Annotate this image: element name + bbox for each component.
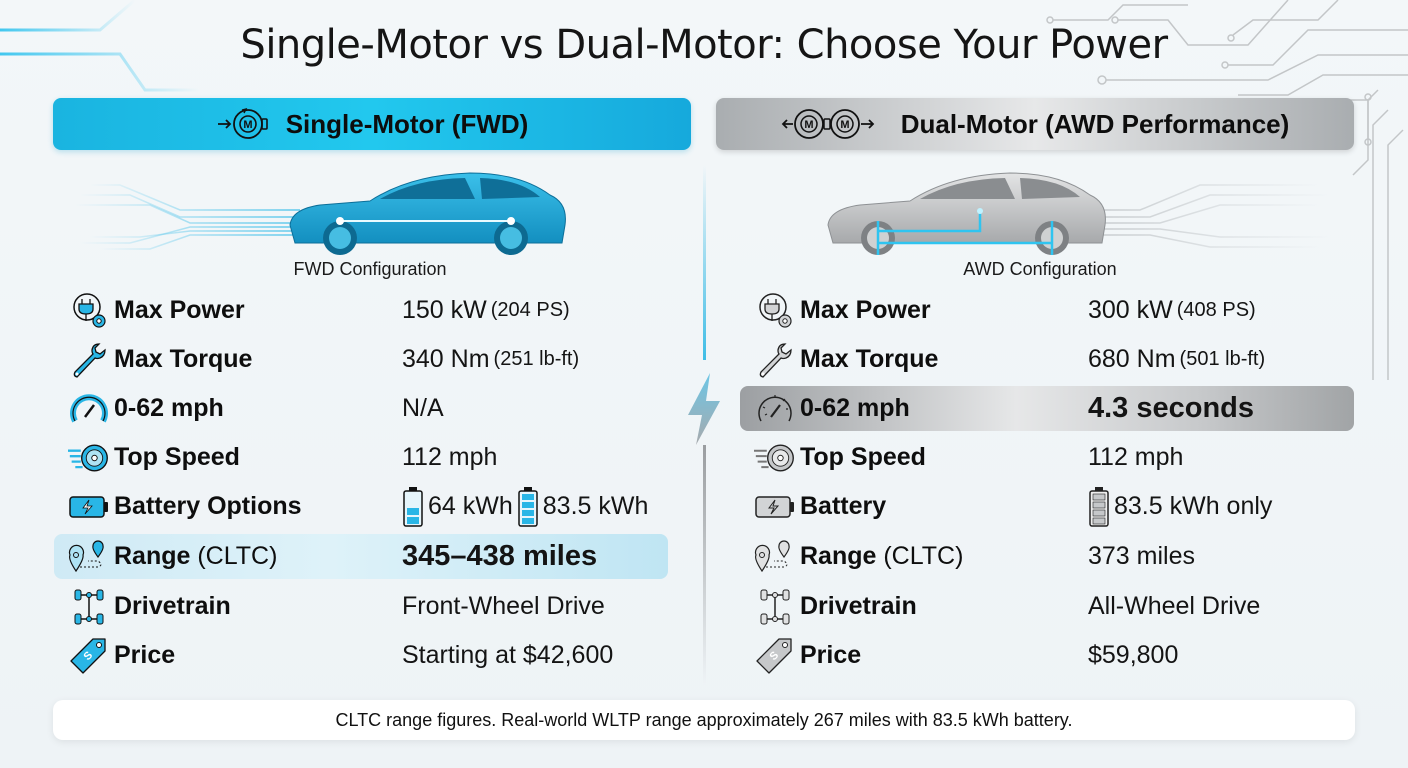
spec-value: 340 Nm (251 lb-ft) (402, 345, 580, 373)
spec-label: Drivetrain (114, 592, 231, 620)
spec-label: Max Torque (114, 345, 253, 373)
dual-motor-icon: M M (781, 104, 891, 144)
awd-car-illustration: AWD Configuration (720, 165, 1360, 285)
spec-row-range: Range (CLTC) 373 miles (740, 531, 1360, 582)
spec-value: 680 Nm (501 lb-ft) (1088, 345, 1266, 373)
single-motor-icon: M (216, 104, 276, 144)
battery-full-icon (1089, 486, 1109, 527)
spec-label: Range (CLTC) (114, 542, 278, 570)
svg-text:M: M (804, 119, 813, 131)
spec-value: $59,800 (1088, 641, 1179, 669)
divider-top (703, 165, 706, 360)
spec-row-price: S Price Starting at $42,600 (54, 631, 674, 680)
spec-value: 83.5 kWh only (1088, 486, 1272, 528)
spec-row-range: Range (CLTC) 345–438 miles (54, 531, 674, 582)
single-motor-header-label: Single-Motor (FWD) (285, 108, 529, 139)
spec-row-max-power: Max Power 150 kW (204 PS) (54, 286, 674, 335)
battery-bolt-icon (740, 487, 796, 527)
spec-value: Front-Wheel Drive (402, 592, 605, 620)
price-tag-icon: S (740, 636, 796, 676)
spec-value: 300 kW (408 PS) (1088, 296, 1256, 324)
wrench-icon (54, 340, 110, 380)
spec-row-acceleration: 0-62 mph 4.3 seconds (740, 384, 1360, 433)
battery-half-icon (403, 486, 423, 527)
spec-label: Drivetrain (800, 592, 917, 620)
divider-bottom (703, 445, 706, 685)
wheel-speed-icon (54, 438, 110, 478)
spec-row-max-torque: Max Torque 680 Nm (501 lb-ft) (740, 335, 1360, 384)
spec-row-max-torque: Max Torque 340 Nm (251 lb-ft) (54, 335, 674, 384)
footnote: CLTC range figures. Real-world WLTP rang… (53, 700, 1355, 740)
blue-car-icon (75, 172, 670, 255)
lightning-bolt-icon (688, 373, 720, 445)
spec-label: 0-62 mph (114, 394, 224, 422)
drivetrain-icon (740, 587, 796, 627)
spec-value: 345–438 miles (402, 540, 598, 572)
spec-label: 0-62 mph (800, 394, 910, 422)
spec-label: Max Power (114, 296, 245, 324)
spec-value: 112 mph (402, 443, 498, 471)
spec-value: N/A (402, 394, 444, 422)
wheel-speed-icon (740, 438, 796, 478)
spec-row-battery-options: Battery Options 64 kWh 83.5 kWh (54, 482, 674, 531)
speedometer-icon (740, 389, 796, 429)
page-title: Single-Motor vs Dual-Motor: Choose Your … (240, 22, 1168, 68)
spec-row-drivetrain: Drivetrain All-Wheel Drive (740, 582, 1360, 631)
dual-motor-header: M M Dual-Motor (AWD Performance) (716, 98, 1354, 150)
spec-row-price: S Price $59,800 (740, 631, 1360, 680)
spec-label: Battery (800, 492, 887, 520)
spec-row-battery: Battery 83.5 kWh only (740, 482, 1360, 531)
svg-text:M: M (840, 119, 849, 131)
speedometer-icon (54, 389, 110, 429)
spec-value: 4.3 seconds (1088, 392, 1255, 424)
spec-label: Price (800, 641, 862, 669)
wrench-icon (740, 340, 796, 380)
spec-value: 112 mph (1088, 443, 1184, 471)
acceleration-highlight (740, 386, 1354, 431)
svg-text:M: M (243, 119, 252, 131)
spec-row-acceleration: 0-62 mph N/A (54, 384, 674, 433)
silver-car-icon (750, 172, 1330, 255)
battery-full-icon (518, 486, 538, 527)
route-pin-icon (740, 537, 796, 577)
spec-value: 64 kWh 83.5 kWh (402, 486, 648, 528)
spec-value: Starting at $42,600 (402, 641, 614, 669)
spec-row-drivetrain: Drivetrain Front-Wheel Drive (54, 582, 674, 631)
spec-label: Top Speed (800, 443, 926, 471)
spec-label: Max Power (800, 296, 931, 324)
awd-caption: AWD Configuration (963, 259, 1117, 279)
dual-motor-header-label: Dual-Motor (AWD Performance) (900, 108, 1290, 139)
range-highlight (54, 534, 668, 579)
dual-motor-specs: Max Power 300 kW (408 PS) Max Torque 680 … (740, 286, 1360, 680)
spec-value: All-Wheel Drive (1088, 592, 1261, 620)
spec-value: 150 kW (204 PS) (402, 296, 570, 324)
fwd-car-illustration: FWD Configuration (50, 165, 690, 285)
battery-bolt-icon (54, 487, 110, 527)
spec-row-max-power: Max Power 300 kW (408 PS) (740, 286, 1360, 335)
single-motor-header: M Single-Motor (FWD) (53, 98, 691, 150)
fwd-caption: FWD Configuration (293, 259, 447, 279)
route-pin-icon (54, 537, 110, 577)
price-tag-icon: S (54, 636, 110, 676)
spec-value: 373 miles (1088, 542, 1195, 570)
spec-row-top-speed: Top Speed 112 mph (740, 433, 1360, 482)
power-plug-gear-icon (54, 291, 110, 331)
spec-row-top-speed: Top Speed 112 mph (54, 433, 674, 482)
spec-label: Max Torque (800, 345, 939, 373)
single-motor-specs: Max Power 150 kW (204 PS) Max Torque 340 … (54, 286, 674, 680)
drivetrain-icon (54, 587, 110, 627)
spec-label: Battery Options (114, 492, 302, 520)
spec-label: Price (114, 641, 176, 669)
spec-label: Range (CLTC) (800, 542, 964, 570)
spec-label: Top Speed (114, 443, 240, 471)
power-plug-gear-icon (740, 291, 796, 331)
